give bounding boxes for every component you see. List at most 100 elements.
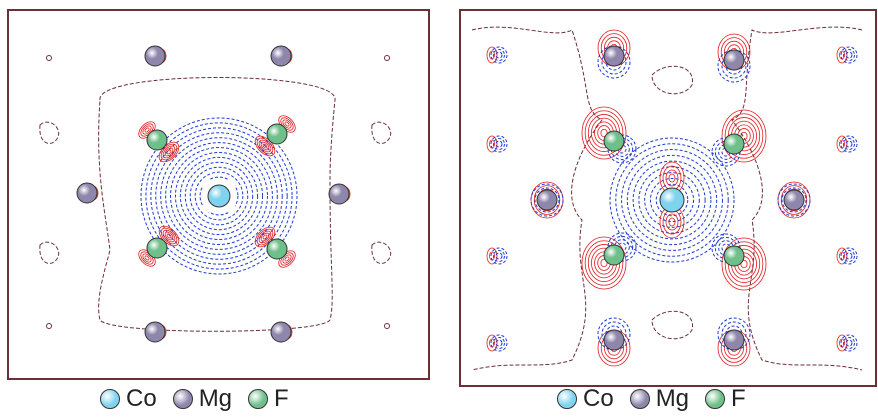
right-edge-neg-2-ring-2: [490, 135, 508, 153]
right-density-contour-plot: [459, 9, 877, 387]
left-f-lobe-b-3-ring-2: [282, 254, 292, 264]
left-co-atom: [207, 184, 231, 208]
left-f-lobe-1-ring-4: [262, 143, 268, 149]
right-mg-neg-5-ring-2: [721, 321, 747, 347]
left-zero-contour-blob-3: [39, 241, 60, 264]
right-edge-lobe-1-ring-0: [836, 46, 848, 64]
left-corner-dot-3: [384, 323, 390, 329]
left-co-negative-contours-ring-2: [194, 171, 244, 221]
right-edge-neg-2-ring-1: [493, 138, 505, 150]
right-mg-neg-5-ring-3: [717, 317, 751, 351]
right-co-lobe-bottom-ring-2: [665, 213, 679, 231]
right-mg-atom-5: [723, 329, 745, 351]
left-co-negative-contours-ring-3: [189, 166, 249, 226]
right-mg-neg-2-ring-2: [534, 187, 560, 213]
right-co-lobe-top-ring-3: [668, 173, 676, 183]
right-f-lobe-3-ring-6: [740, 259, 748, 269]
left-f-lobe-0-ring-2: [162, 145, 176, 159]
right-f-lobe-2-ring-6: [600, 258, 608, 268]
left-f-lobe-2-ring-1: [160, 227, 178, 245]
right-co-negative-contours-ring-9: [609, 137, 735, 263]
right-mg-neg-4-ring-2: [601, 321, 627, 347]
right-f-lobe-0-ring-0: [581, 106, 627, 160]
right-edge-neg-4-ring-2: [490, 247, 508, 265]
right-mg-lobe-3-ring-1: [780, 185, 808, 215]
right-legend: Co Mg F: [557, 384, 762, 414]
left-co-negative-contours-ring-8: [165, 142, 273, 250]
co-atom-icon: [100, 389, 120, 409]
left-f-lobe-b-2-ring-3: [144, 255, 150, 261]
left-legend: Co Mg F: [100, 384, 305, 414]
left-mg-atom-1: [270, 45, 292, 67]
right-edge-neg-0-ring-1: [493, 49, 505, 61]
left-legend-item-mg: Mg: [172, 385, 233, 413]
left-f-lobe-0-ring-1: [160, 143, 178, 161]
right-edge-lobe-6-ring-0: [486, 334, 498, 352]
left-legend-label-co: Co: [126, 385, 157, 412]
right-mg-neg-3-ring-3: [777, 183, 811, 217]
left-f-lobe-0-ring-3: [164, 147, 174, 157]
f-atom-icon: [705, 389, 726, 409]
right-co-negative-contours-ring-7: [621, 149, 723, 251]
left-co-negative-contours-ring-4: [184, 161, 254, 231]
left-f-atom-1: [266, 123, 288, 145]
left-f-lobe-3-ring-3: [260, 232, 270, 242]
right-edge-neg-1-ring-2: [840, 46, 858, 64]
right-co-negative-contours-ring-8: [615, 143, 729, 257]
right-edge-neg-6-ring-2: [490, 334, 508, 352]
right-edge-neg-3-ring-2: [840, 135, 858, 153]
right-legend-item-mg: Mg: [629, 385, 689, 413]
right-co-negative-contours-ring-6: [626, 154, 718, 246]
left-f-lobe-3-ring-2: [258, 230, 272, 244]
right-f-neg-0-ring-2: [610, 137, 634, 161]
left-co-negative-contours-ring-9: [160, 137, 278, 255]
right-f-lobe-2-ring-1: [584, 240, 624, 286]
right-zero-contour-right: [731, 26, 863, 371]
left-f-lobe-b-2-ring-2: [142, 253, 152, 263]
right-edge-neg-1-ring-1: [843, 49, 855, 61]
right-edge-neg-3-ring-0: [845, 140, 853, 148]
panel-left-density-map: Co Mg F: [7, 9, 430, 414]
left-corner-dot-2: [46, 323, 52, 329]
left-f-lobe-b-1-ring-3: [284, 121, 290, 127]
right-edge-lobe-2-ring-0: [486, 135, 498, 153]
left-co-negative-contours-ring-5: [179, 156, 259, 236]
right-edge-neg-0-ring-0: [495, 51, 503, 59]
right-mg-neg-4-ring-3: [597, 317, 631, 351]
left-co-negative-contours-ring-6: [174, 151, 264, 241]
left-f-lobe-2-ring-4: [166, 233, 172, 239]
left-f-lobe-b-3-ring-3: [284, 256, 290, 262]
left-f-lobe-1-ring-1: [256, 137, 274, 155]
right-edge-neg-5-ring-1: [843, 250, 855, 262]
left-legend-label-mg: Mg: [198, 385, 233, 412]
right-edge-neg-4-ring-1: [493, 250, 505, 262]
left-f-lobe-b-1-ring-2: [282, 119, 292, 129]
right-f-atom-0: [603, 130, 625, 152]
right-co-negative-contours-ring-3: [644, 172, 700, 228]
right-edge-neg-5-ring-2: [840, 247, 858, 265]
right-zero-contour-top-blob: [651, 65, 693, 95]
mg-atom-icon: [629, 389, 650, 409]
right-f-atom-3: [723, 245, 745, 267]
left-zero-contour-blob-2: [371, 121, 392, 144]
right-mg-neg-0-ring-3: [597, 45, 631, 79]
right-mg-neg-1-ring-3: [717, 49, 751, 83]
left-mg-atom-3: [328, 183, 350, 205]
left-legend-label-f: F: [274, 385, 289, 412]
right-mg-atom-0: [603, 45, 625, 67]
left-corner-dot-1: [384, 55, 390, 61]
right-legend-label-f: F: [731, 385, 746, 412]
left-f-lobe-2-ring-2: [162, 229, 176, 243]
right-edge-neg-7-ring-0: [845, 339, 853, 347]
right-f-lobe-1-ring-1: [724, 113, 764, 159]
right-edge-neg-5-ring-0: [845, 252, 853, 260]
left-mg-atom-5: [270, 321, 292, 343]
right-edge-neg-7-ring-1: [843, 337, 855, 349]
right-co-negative-contours-ring-1: [655, 183, 689, 217]
right-f-lobe-3-ring-0: [721, 237, 767, 291]
right-edge-neg-2-ring-0: [495, 140, 503, 148]
right-co-atom: [659, 187, 685, 213]
right-co-lobe-bottom-ring-3: [668, 217, 676, 227]
right-mg-lobe-2-ring-1: [533, 185, 561, 215]
right-mg-atom-3: [783, 189, 805, 211]
